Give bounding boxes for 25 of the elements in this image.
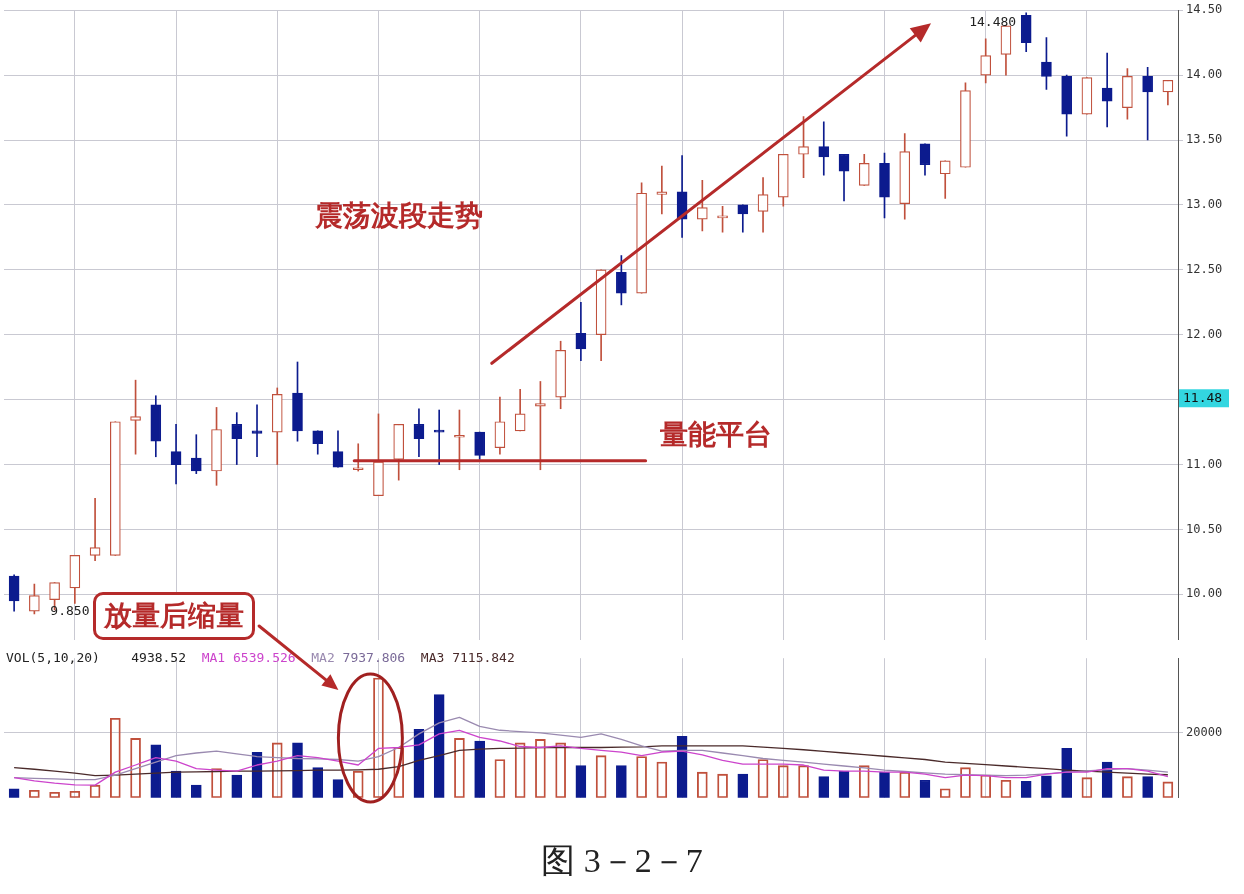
- annotation: 14.480: [969, 13, 1017, 29]
- annotation: 4938.52: [131, 650, 188, 665]
- text: 11.48: [1183, 389, 1223, 405]
- y-tick-label: 10.50: [1186, 521, 1223, 536]
- annotation: 放量后缩量: [93, 592, 256, 640]
- y-tick-label: 20000: [1186, 724, 1223, 739]
- legend-title: VOL(5,10,20): [6, 650, 101, 665]
- y-tick-label: 12.50: [1186, 261, 1223, 276]
- caption: 图 3－2－7: [540, 841, 704, 881]
- text: MA2: [311, 650, 335, 665]
- annotation: 震荡波段走势: [314, 199, 484, 233]
- y-tick-label: 11.00: [1186, 456, 1223, 471]
- text: MA3: [420, 650, 445, 665]
- y-tick-label: 13.00: [1186, 197, 1223, 212]
- text: MA1: [201, 650, 226, 665]
- y-tick-label: 14.50: [1186, 2, 1223, 17]
- y-tick-label: 14.00: [1186, 67, 1223, 82]
- ref-line-label: 量能平台: [658, 417, 772, 451]
- annotation: 9.850: [50, 602, 90, 618]
- y-tick-label: 13.50: [1186, 132, 1223, 147]
- annotation: 7937.806: [341, 650, 407, 665]
- y-tick-label: 12.00: [1186, 326, 1223, 341]
- annotation: 6539.526: [232, 650, 297, 665]
- annotation: 7115.842: [451, 650, 516, 665]
- y-tick-label: 10.00: [1186, 586, 1223, 601]
